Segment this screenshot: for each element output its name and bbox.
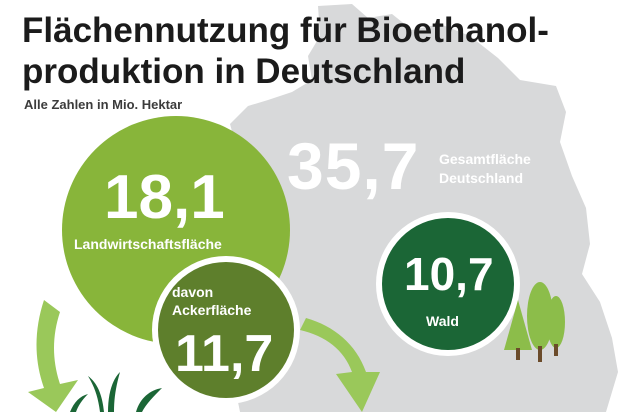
forest-area-value: 10,7	[404, 248, 494, 300]
total-area-label-line-1: Gesamtfläche	[439, 151, 531, 167]
plant-icon	[70, 372, 162, 412]
tree-icon	[504, 282, 565, 362]
agri-area-value: 18,1	[104, 163, 225, 232]
arable-area-value: 11,7	[175, 325, 274, 383]
page-title: Flächennutzung für Bioethanol- produktio…	[22, 10, 622, 92]
subtitle: Alle Zahlen in Mio. Hektar	[24, 97, 183, 112]
title-line-1: Flächennutzung für Bioethanol-	[22, 11, 549, 50]
arrow-icon-left	[28, 300, 78, 412]
total-area-value: 35,7	[287, 129, 420, 203]
total-area-label: Gesamtfläche Deutschland	[439, 150, 531, 188]
total-area-label-line-2: Deutschland	[439, 170, 524, 186]
arable-bubble	[158, 262, 294, 398]
agri-area-label: Landwirtschaftsfläche	[74, 236, 222, 252]
arable-area-label-line-1: davon	[172, 284, 214, 300]
arable-area-label-line-2: Ackerfläche	[172, 302, 252, 318]
forest-area-label: Wald	[426, 313, 459, 329]
forest-bubble	[382, 218, 514, 350]
title-line-2: produktion in Deutschland	[22, 52, 466, 91]
arrow-icon-right	[300, 318, 380, 412]
arable-area-label: davon Ackerfläche	[172, 283, 251, 319]
